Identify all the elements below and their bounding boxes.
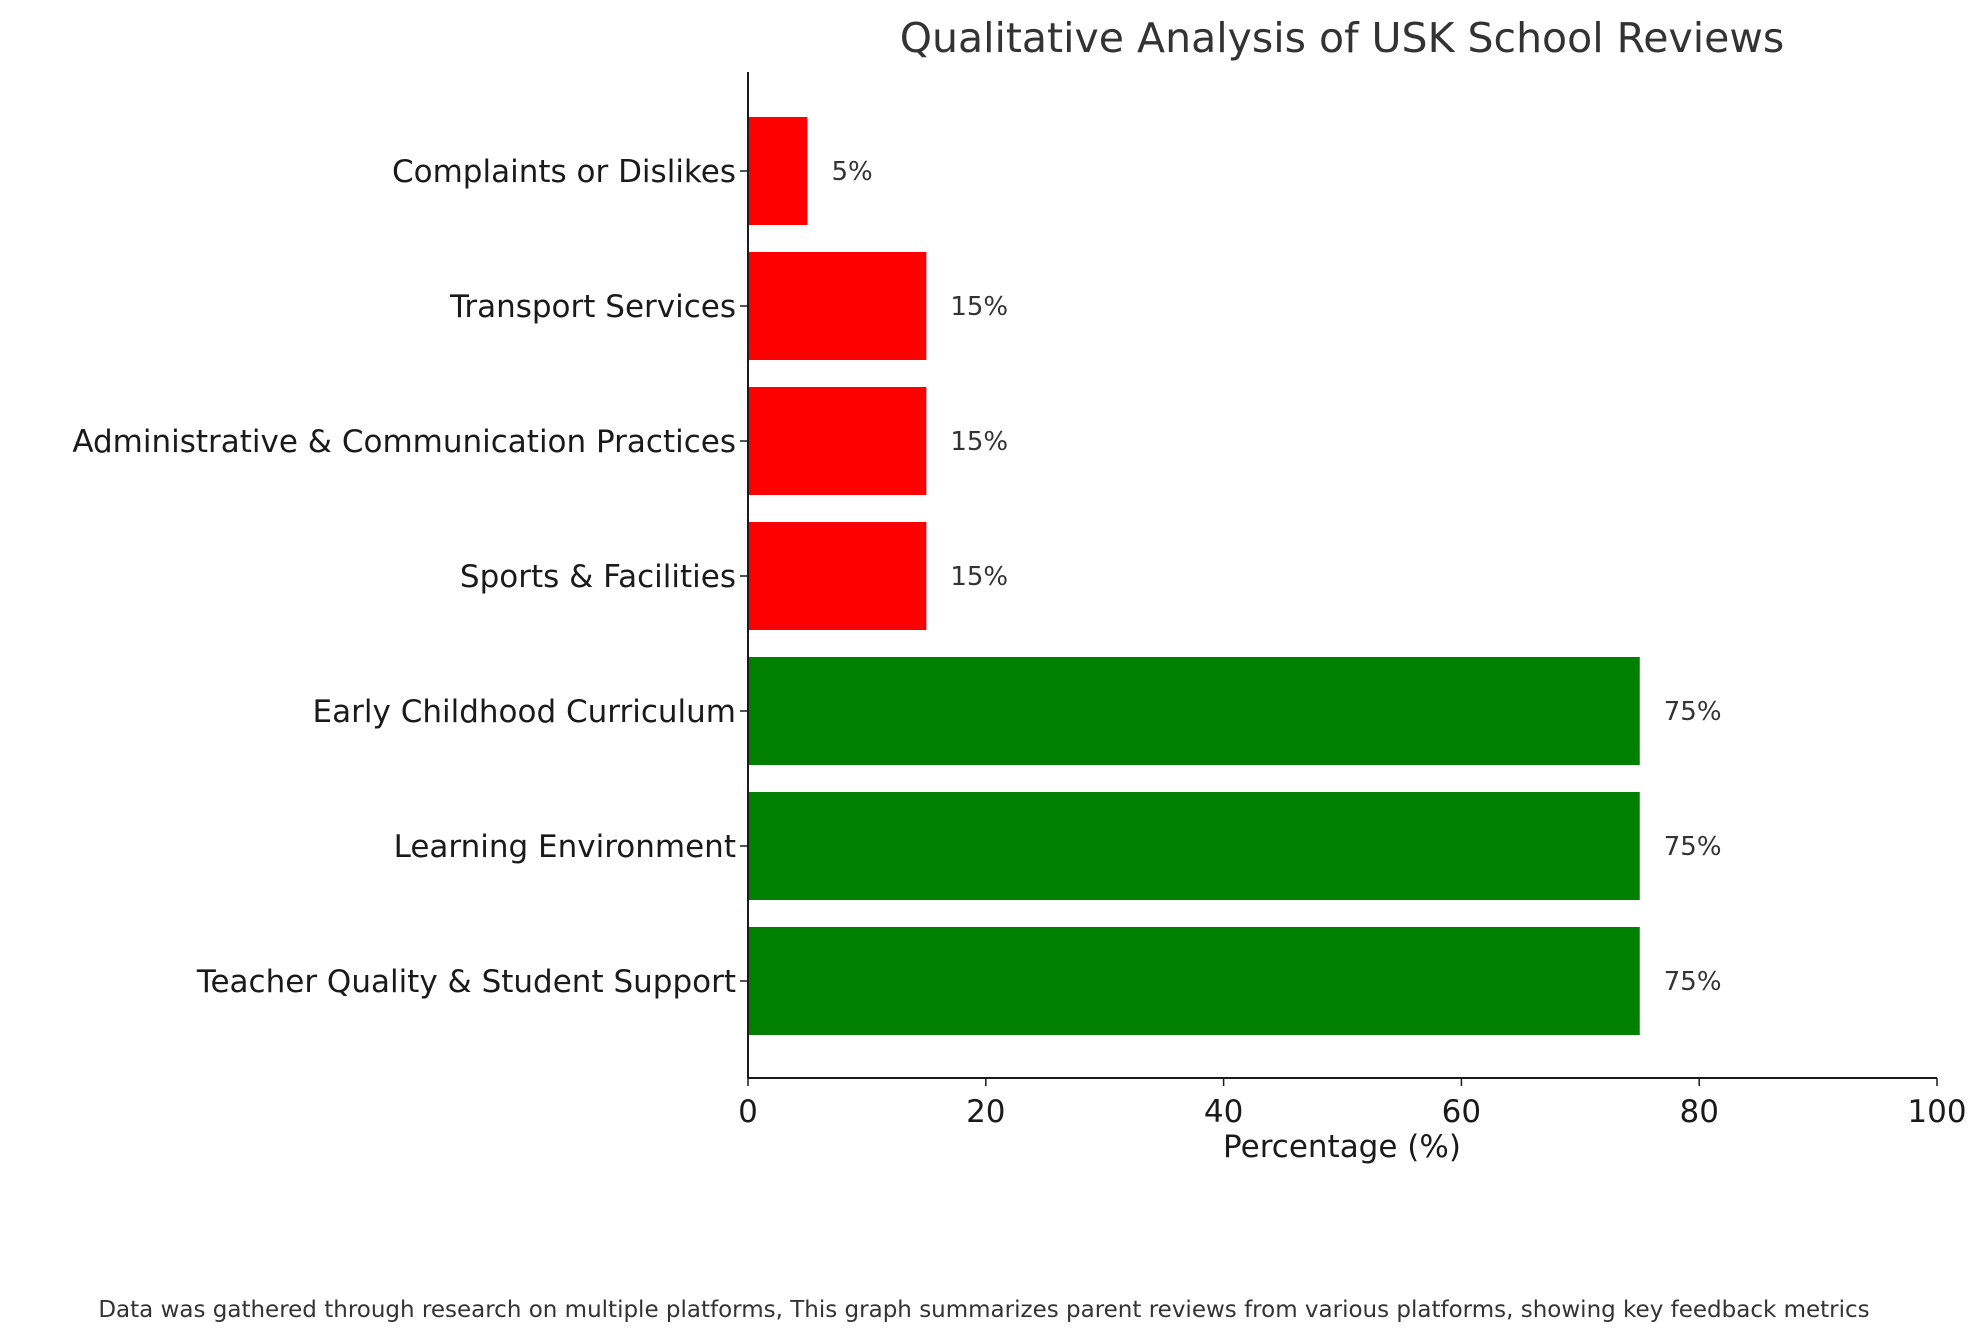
data-label: 5% [831, 157, 872, 187]
x-tick-label: 80 [1679, 1094, 1718, 1130]
category-label: Complaints or Dislikes [392, 154, 736, 190]
bar [748, 927, 1640, 1035]
chart-title: Qualitative Analysis of USK School Revie… [900, 14, 1785, 62]
x-tick-label: 100 [1907, 1094, 1966, 1130]
bar [748, 252, 927, 360]
category-label: Teacher Quality & Student Support [196, 964, 736, 1000]
data-label: 75% [1664, 967, 1722, 997]
category-label: Early Childhood Curriculum [313, 694, 736, 730]
x-axis-label: Percentage (%) [1223, 1129, 1461, 1165]
category-label: Transport Services [449, 289, 736, 325]
bar [748, 117, 808, 225]
bar [748, 657, 1640, 765]
bars-group: 75% 75% 75% 15% 15% 15% 5% [748, 117, 1722, 1035]
data-label: 15% [950, 427, 1008, 457]
bar [748, 522, 927, 630]
footnote: Data was gathered through research on mu… [98, 1297, 1869, 1323]
data-label: 75% [1664, 832, 1722, 862]
data-label: 15% [950, 292, 1008, 322]
bar [748, 387, 927, 495]
x-tick-label: 20 [966, 1094, 1005, 1130]
x-tick-label: 40 [1204, 1094, 1243, 1130]
category-label: Administrative & Communication Practices [72, 424, 736, 460]
x-tick-label: 0 [738, 1094, 758, 1130]
category-label: Sports & Facilities [460, 559, 736, 595]
bar [748, 792, 1640, 900]
axes-group: Teacher Quality & Student Support Learnin… [72, 72, 1967, 1130]
x-tick-label: 60 [1442, 1094, 1481, 1130]
category-label: Learning Environment [394, 829, 736, 865]
data-label: 15% [950, 562, 1008, 592]
data-label: 75% [1664, 697, 1722, 727]
